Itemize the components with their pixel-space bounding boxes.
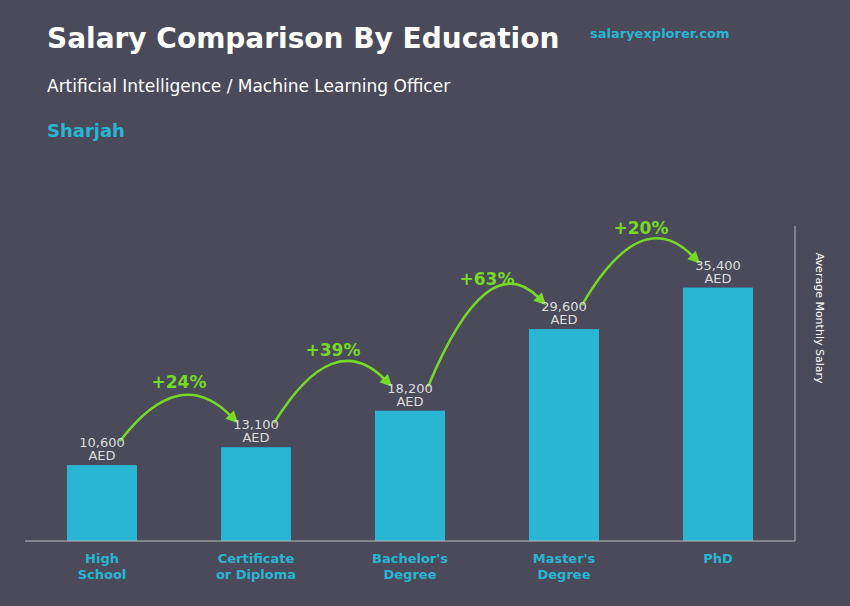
svg-text:Bachelor'sDegree: Bachelor'sDegree (372, 551, 448, 582)
svg-text:+20%: +20% (614, 218, 669, 238)
svg-text:+24%: +24% (152, 372, 207, 392)
svg-text:29,600AED: 29,600AED (541, 299, 587, 327)
svg-text:+39%: +39% (306, 340, 361, 360)
html-text:salaryexplorer.com: salaryexplorer.com (590, 26, 730, 41)
svg-text:13,100AED: 13,100AED (233, 417, 279, 445)
svg-text:Master'sDegree: Master'sDegree (533, 551, 596, 582)
svg-text:10,600AED: 10,600AED (79, 435, 125, 463)
svg-text:35,400AED: 35,400AED (695, 258, 741, 286)
svg-text:HighSchool: HighSchool (78, 551, 127, 582)
svg-text:PhD: PhD (703, 551, 733, 566)
html-text:Sharjah: Sharjah (47, 120, 125, 141)
svg-text:+63%: +63% (460, 269, 515, 289)
svg-text:Average Monthly Salary: Average Monthly Salary (813, 253, 826, 384)
svg-text:18,200AED: 18,200AED (387, 381, 433, 409)
html-text:Salary Comparison By Education: Salary Comparison By Education (47, 22, 560, 55)
svg-text:Certificateor Diploma: Certificateor Diploma (216, 551, 296, 582)
html-text:Artificial Intelligence / Mach: Artificial Intelligence / Machine Learni… (47, 76, 451, 96)
